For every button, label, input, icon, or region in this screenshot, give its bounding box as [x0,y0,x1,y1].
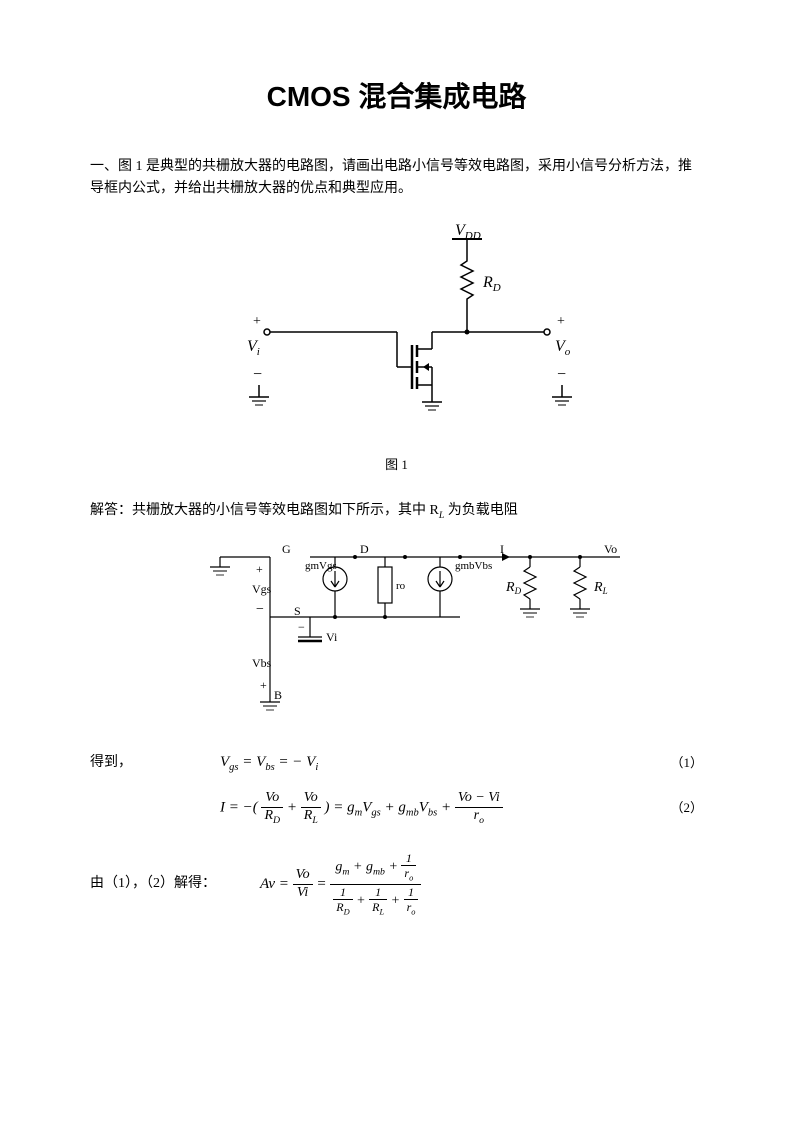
svg-text:gmbVbs: gmbVbs [455,560,492,572]
minus-vi: − [253,366,262,383]
svg-text:B: B [274,688,282,702]
equation-2: I = −( VoRD + VoRL ) = gmVgs + gmbVbs + … [90,790,703,826]
svg-text:G: G [282,542,291,556]
plus-vo: + [557,314,565,329]
figure-2: G D I Vo + Vgs − gmVgs ro [210,537,703,735]
svg-text:S: S [294,604,301,618]
vo-label: Vo [555,338,571,358]
rd-label: RD [482,274,501,294]
plus-vi: + [253,314,261,329]
svg-text:−: − [256,602,264,617]
page-title: CMOS 混合集成电路 [90,75,703,120]
equation-1: 得到， Vgs = Vbs = − Vi （1） [90,750,703,777]
vi-label: Vi [247,338,260,358]
figure-1-caption: 图 1 [90,455,703,476]
equation-3: 由（1），（2）解得： Av = VoVi = gm + gmb + 1ro 1… [90,851,703,918]
svg-text:Vo: Vo [604,542,617,556]
svg-text:−: − [298,620,305,634]
svg-text:ro: ro [396,580,406,592]
problem-text: 一、图 1 是典型的共栅放大器的电路图，请画出电路小信号等效电路图，采用小信号分… [90,156,703,201]
svg-text:+: + [256,562,263,576]
answer-intro: 解答：共栅放大器的小信号等效电路图如下所示，其中 RL 为负载电阻 [90,500,703,523]
svg-text:D: D [360,542,369,556]
figure-1: VDD RD + Vo − + Vi − [90,217,703,445]
svg-text:Vgs: Vgs [252,582,272,596]
svg-text:gmVgs: gmVgs [305,560,337,572]
svg-text:+: + [260,678,267,692]
svg-text:Vi: Vi [326,630,338,644]
svg-text:Vbs: Vbs [252,656,272,670]
minus-vo: − [557,366,566,383]
svg-text:RL: RL [593,580,608,596]
svg-text:RD: RD [505,580,522,596]
